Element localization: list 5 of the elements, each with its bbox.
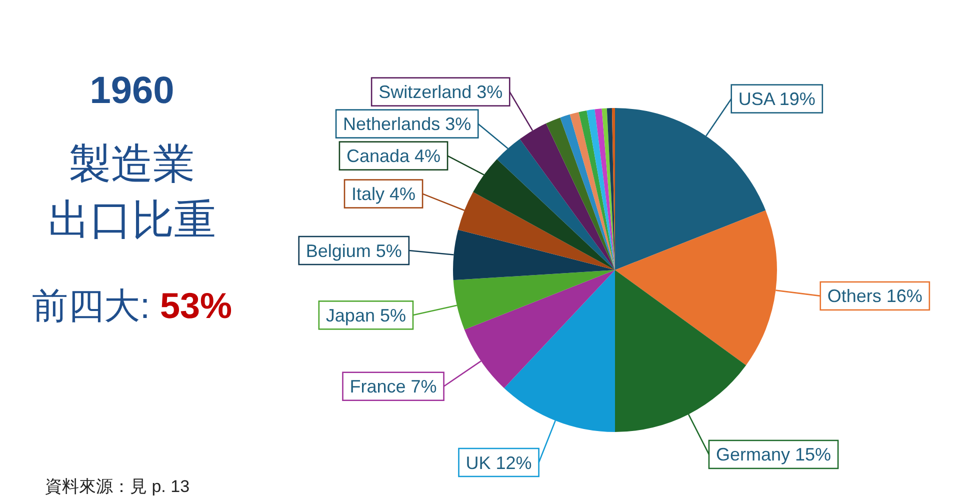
subtitle: 製造業 [69,140,195,187]
title: 1960 [90,70,174,112]
subtitle: 出口比重 [48,196,216,243]
annotation: 資料來源：見 p. 13 [45,477,190,496]
annotation: 前四大: 53% [32,285,232,326]
